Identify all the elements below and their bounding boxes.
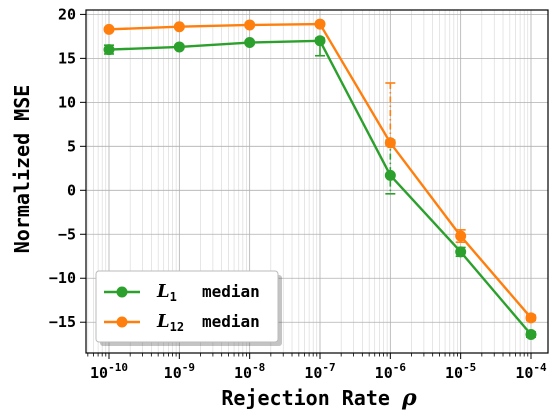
- x-tick-base: 10: [164, 364, 182, 382]
- legend-label-suffix: median: [202, 282, 260, 301]
- x-tick-base: 10: [375, 364, 393, 382]
- y-tick-label: 15: [58, 49, 76, 67]
- x-axis-label-symbol: ρ: [401, 385, 417, 411]
- data-points: [103, 18, 537, 341]
- legend-entry-L12: L12 median: [104, 311, 260, 334]
- x-tick-base: 10: [445, 364, 463, 382]
- y-tick-label: −5: [58, 225, 76, 243]
- legend-entry-L1: L1 median: [104, 281, 260, 304]
- y-tick-label: 5: [67, 137, 76, 155]
- x-axis-label: Rejection Rate ρ: [221, 385, 417, 411]
- y-tick-label: 10: [58, 93, 76, 111]
- x-tick-label: 10-4: [515, 361, 547, 382]
- series-L12-point: [455, 230, 467, 242]
- series-L1-point: [455, 246, 467, 258]
- legend-marker: [116, 286, 128, 298]
- x-tick-label: 10-6: [375, 361, 407, 382]
- x-tick-exponent: -5: [463, 361, 476, 374]
- series-L1-point: [244, 37, 256, 49]
- legend-box: [95, 270, 279, 343]
- series-L12-point: [244, 19, 256, 31]
- legend-label-base: L: [156, 311, 170, 332]
- x-tick-exponent: -4: [533, 361, 547, 374]
- series-L1-point: [384, 169, 396, 181]
- series-L12-point: [103, 23, 115, 35]
- series-L12-point: [314, 18, 326, 30]
- series-L1-point: [173, 41, 185, 53]
- x-tick-label: 10-9: [164, 361, 195, 382]
- x-tick-exponent: -7: [322, 361, 335, 374]
- series-L1-point: [314, 35, 326, 47]
- y-tick-label: 20: [58, 5, 76, 23]
- series-L1-point: [525, 329, 537, 341]
- x-tick-label: 10-7: [304, 361, 335, 382]
- x-tick-base: 10: [304, 364, 322, 382]
- legend-label-subscript: 1: [170, 290, 177, 304]
- x-tick-exponent: -8: [252, 361, 265, 374]
- x-tick-base: 10: [90, 364, 108, 382]
- x-tick-label: 10-5: [445, 361, 476, 382]
- x-tick-exponent: -6: [393, 361, 407, 374]
- series-L12-point: [525, 312, 537, 324]
- legend-label-suffix: median: [202, 312, 260, 331]
- y-tick-label: −15: [49, 313, 76, 331]
- legend-label: L12 median: [156, 311, 260, 334]
- x-tick-exponent: -9: [182, 361, 195, 374]
- legend-label-base: L: [156, 281, 170, 302]
- y-tick-label: 0: [67, 181, 76, 199]
- x-tick-label: 10-10: [90, 361, 128, 382]
- x-tick-exponent: -10: [108, 361, 128, 374]
- y-tick-label: −10: [49, 269, 76, 287]
- legend-marker: [116, 316, 128, 328]
- x-axis-ticks: 10-10 10-9 10-8 10-7 10-6 10-5 10-4: [87, 353, 547, 382]
- x-tick-label: 10-8: [234, 361, 265, 382]
- series-L12-point: [384, 137, 396, 149]
- y-axis-ticks: 20 15 10 5 0 −5 −10 −15: [49, 5, 86, 331]
- x-tick-base: 10: [515, 364, 533, 382]
- y-axis-label: Normalized MSE: [10, 85, 34, 254]
- series-L1-point: [103, 44, 115, 56]
- x-axis-label-text: Rejection Rate: [221, 386, 390, 410]
- x-tick-base: 10: [234, 364, 252, 382]
- legend-label: L1 median: [156, 281, 260, 304]
- series-L12-point: [173, 21, 185, 33]
- legend-label-subscript: 12: [170, 320, 184, 334]
